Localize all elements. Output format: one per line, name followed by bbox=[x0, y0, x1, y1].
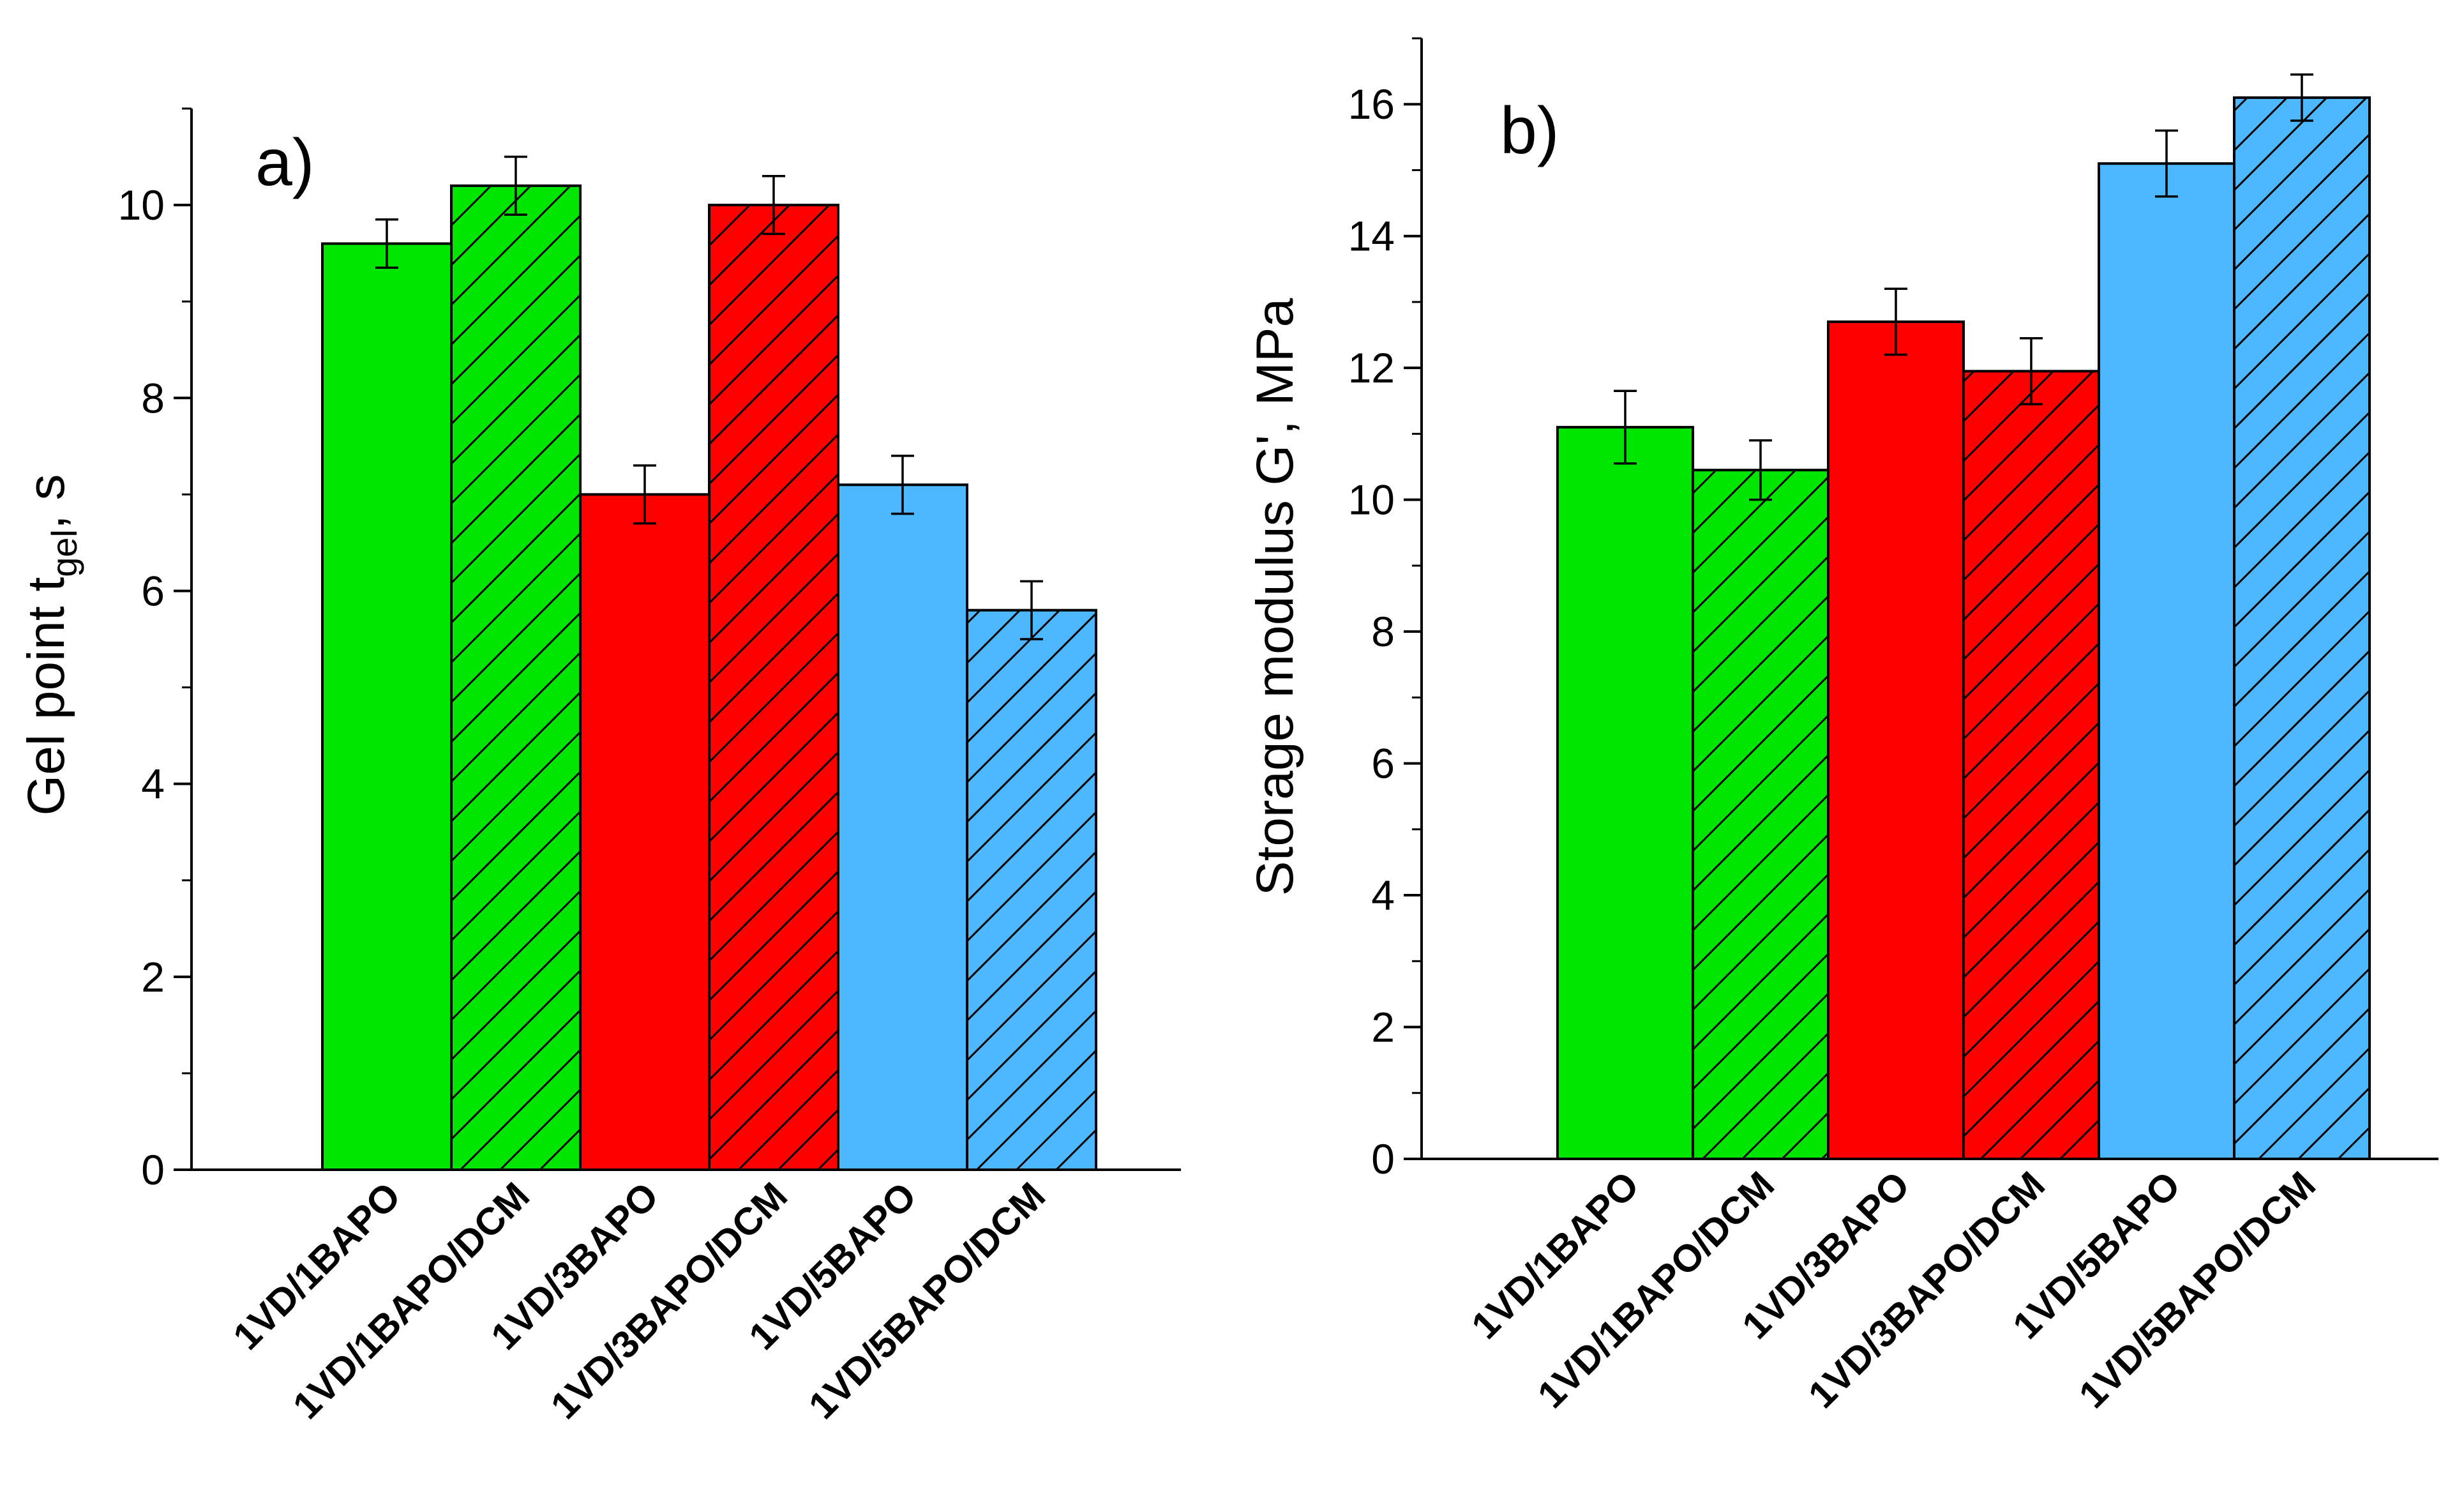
error-bar-b-6 bbox=[2290, 73, 2313, 122]
x-tick-label-b-2: 1VD/1BAPO/DCM bbox=[1529, 1163, 1782, 1416]
bar-a-3 bbox=[580, 494, 709, 1170]
y-tick-label-b-3: 6 bbox=[1371, 740, 1395, 787]
error-bar-b-4 bbox=[2020, 336, 2043, 405]
bar-b-3 bbox=[1828, 321, 1964, 1160]
y-ticks-b: 0 2 4 6 8 10 12 14 16 bbox=[1348, 37, 1422, 1183]
y-axis-label-b: Storage modulus G', MPa bbox=[1246, 298, 1304, 896]
y-axis-label-a: Gel point tgel, s bbox=[17, 474, 84, 815]
panel-label-b: b) bbox=[1500, 94, 1559, 168]
y-tick-label-a-3: 6 bbox=[141, 567, 165, 614]
bar-hatch-a-6 bbox=[967, 610, 1096, 1170]
y-tick-label-a-0: 0 bbox=[141, 1146, 165, 1193]
y-axis-label-a-main: Gel point t bbox=[17, 577, 75, 816]
error-bar-a-2 bbox=[504, 155, 527, 216]
bars-b bbox=[1556, 73, 2371, 1161]
y-ticks-a: 0 2 4 6 8 10 bbox=[118, 107, 192, 1193]
x-tick-label-b-6: 1VD/5BAPO/DCM bbox=[2071, 1163, 2324, 1416]
bar-a-1 bbox=[322, 243, 451, 1170]
x-tick-labels-a: 1VD/1BAPO1VD/1BAPO/DCM1VD/3BAPO1VD/3BAPO… bbox=[225, 1174, 1053, 1427]
bar-hatch-b-6 bbox=[2234, 97, 2370, 1160]
y-tick-label-b-0: 0 bbox=[1371, 1135, 1395, 1183]
error-bar-a-1 bbox=[375, 218, 398, 269]
y-axis-label-b-main: Storage modulus G', MPa bbox=[1246, 298, 1304, 896]
error-bar-a-4 bbox=[762, 175, 785, 236]
y-tick-label-a-4: 8 bbox=[141, 374, 165, 421]
y-axis-label-a-unit: , s bbox=[17, 474, 75, 529]
y-tick-label-a-5: 10 bbox=[118, 181, 165, 229]
y-tick-label-b-7: 14 bbox=[1348, 213, 1395, 260]
bars-a bbox=[321, 155, 1097, 1172]
error-bar-a-3 bbox=[633, 464, 656, 525]
y-tick-label-b-1: 2 bbox=[1371, 1004, 1395, 1051]
chart-b: b) Storage modulus G', MPa 0 2 4 6 8 10 12 14 16… bbox=[1246, 37, 2438, 1416]
bar-hatch-b-4 bbox=[1964, 371, 2099, 1159]
y-tick-label-b-4: 8 bbox=[1371, 608, 1395, 655]
chart-a: a) Gel point tgel, s 0 2 4 6 8 10 1VD/1BAPO1V… bbox=[17, 107, 1181, 1427]
y-tick-label-b-5: 10 bbox=[1348, 476, 1395, 524]
y-tick-label-b-6: 12 bbox=[1348, 344, 1395, 391]
x-tick-label-b-4: 1VD/3BAPO/DCM bbox=[1800, 1163, 2053, 1416]
y-tick-label-b-2: 4 bbox=[1371, 872, 1395, 919]
x-tick-label-a-2: 1VD/1BAPO/DCM bbox=[285, 1174, 537, 1427]
bar-hatch-a-4 bbox=[709, 205, 838, 1170]
axes-b bbox=[1420, 38, 2438, 1160]
error-bar-b-1 bbox=[1614, 389, 1637, 465]
axes-a bbox=[190, 109, 1181, 1171]
bar-hatch-b-2 bbox=[1693, 470, 1828, 1159]
y-axis-label-a-sub: gel bbox=[44, 529, 84, 577]
panel-label-a: a) bbox=[255, 126, 314, 200]
y-tick-label-a-2: 4 bbox=[141, 760, 165, 808]
y-tick-label-a-1: 2 bbox=[141, 953, 165, 1001]
x-tick-label-a-4: 1VD/3BAPO/DCM bbox=[543, 1174, 795, 1427]
error-bar-a-6 bbox=[1020, 580, 1043, 640]
bar-a-5 bbox=[838, 485, 967, 1170]
bar-hatch-a-2 bbox=[451, 185, 580, 1170]
error-bar-b-2 bbox=[1749, 439, 1772, 501]
y-tick-label-b-8: 16 bbox=[1348, 80, 1395, 128]
error-bar-b-3 bbox=[1884, 287, 1907, 356]
bar-b-1 bbox=[1558, 427, 1693, 1159]
error-bar-a-5 bbox=[891, 455, 914, 515]
x-tick-label-a-6: 1VD/5BAPO/DCM bbox=[800, 1174, 1053, 1427]
bar-b-5 bbox=[2099, 163, 2234, 1159]
error-bar-b-5 bbox=[2155, 129, 2178, 198]
x-tick-labels-b: 1VD/1BAPO1VD/1BAPO/DCM1VD/3BAPO1VD/3BAPO… bbox=[1463, 1163, 2324, 1416]
